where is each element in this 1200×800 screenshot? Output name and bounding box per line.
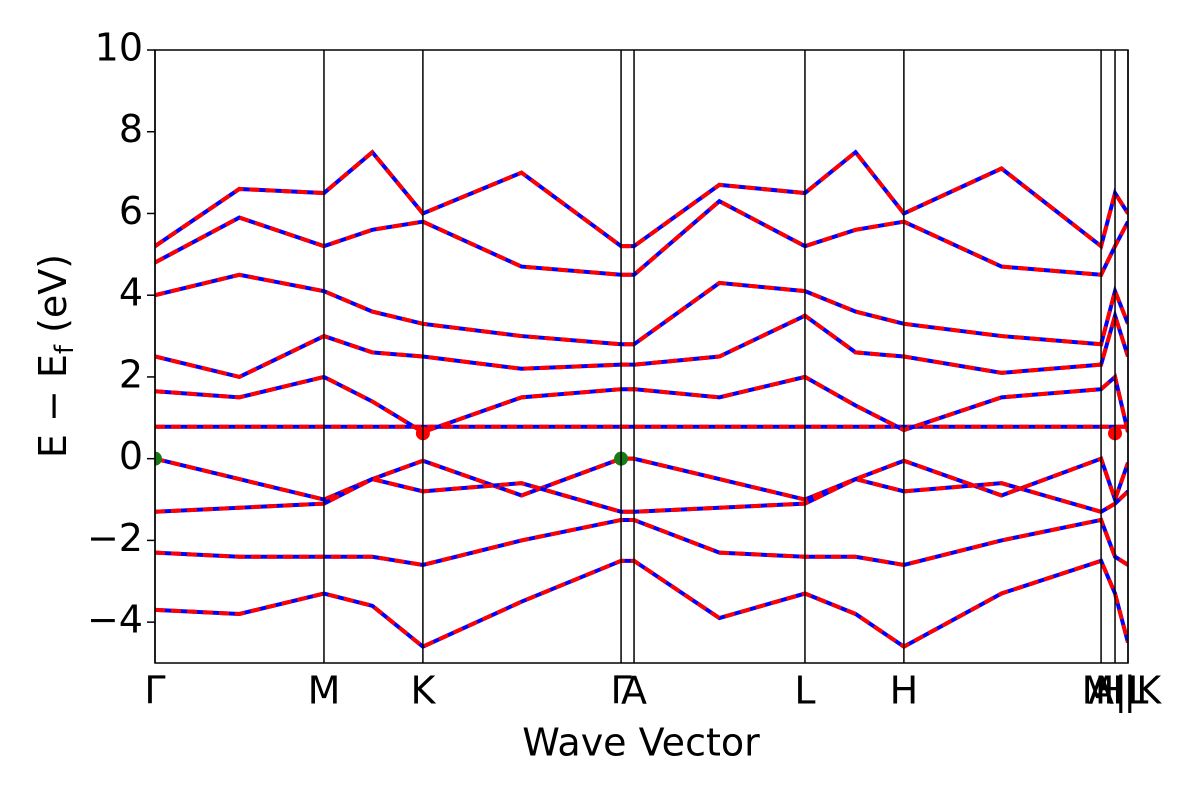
plot-area [155,149,1128,649]
y-tick-label: −2 [87,516,143,560]
y-label-main: E − E [31,354,75,458]
band-line [155,373,1128,435]
y-tick-label: −4 [87,598,143,642]
y-axis-label: E − Ef (eV) [31,254,80,458]
plot-frame [154,49,1129,664]
x-tick-label: K [410,669,436,713]
band-line [155,517,1128,567]
y-tick-label: 6 [119,189,143,233]
x-tick-label: L [794,669,815,713]
y-label-unit: (eV) [31,254,75,333]
x-tick-label: H|K [1095,669,1162,714]
band-line [155,198,1128,277]
band-line [155,308,1128,380]
y-tick-label: 2 [119,352,143,396]
band-line [155,456,1128,506]
y-label-sub: f [50,344,80,354]
band-line [155,558,1128,649]
x-tick-label: M|L [1082,669,1149,714]
x-tick-label: A [1088,669,1114,713]
x-tick-label: H [890,669,919,713]
y-tick-label: 0 [119,434,143,478]
band-edge-marker [155,451,162,466]
x-tick-label: M [308,669,341,713]
x-tick-label: Γ [144,669,165,713]
band-line [155,476,1128,514]
x-tick-label: A [621,669,647,713]
y-tick-label: 8 [119,107,143,151]
x-tick-label: Γ [610,669,631,713]
band-line [155,149,1128,250]
x-axis-label: Wave Vector [522,721,760,765]
y-tick-label: 4 [119,271,143,315]
band-line [155,149,1128,250]
band-line [155,558,1128,649]
y-tick-label: 10 [95,26,143,70]
band-line [155,272,1128,347]
